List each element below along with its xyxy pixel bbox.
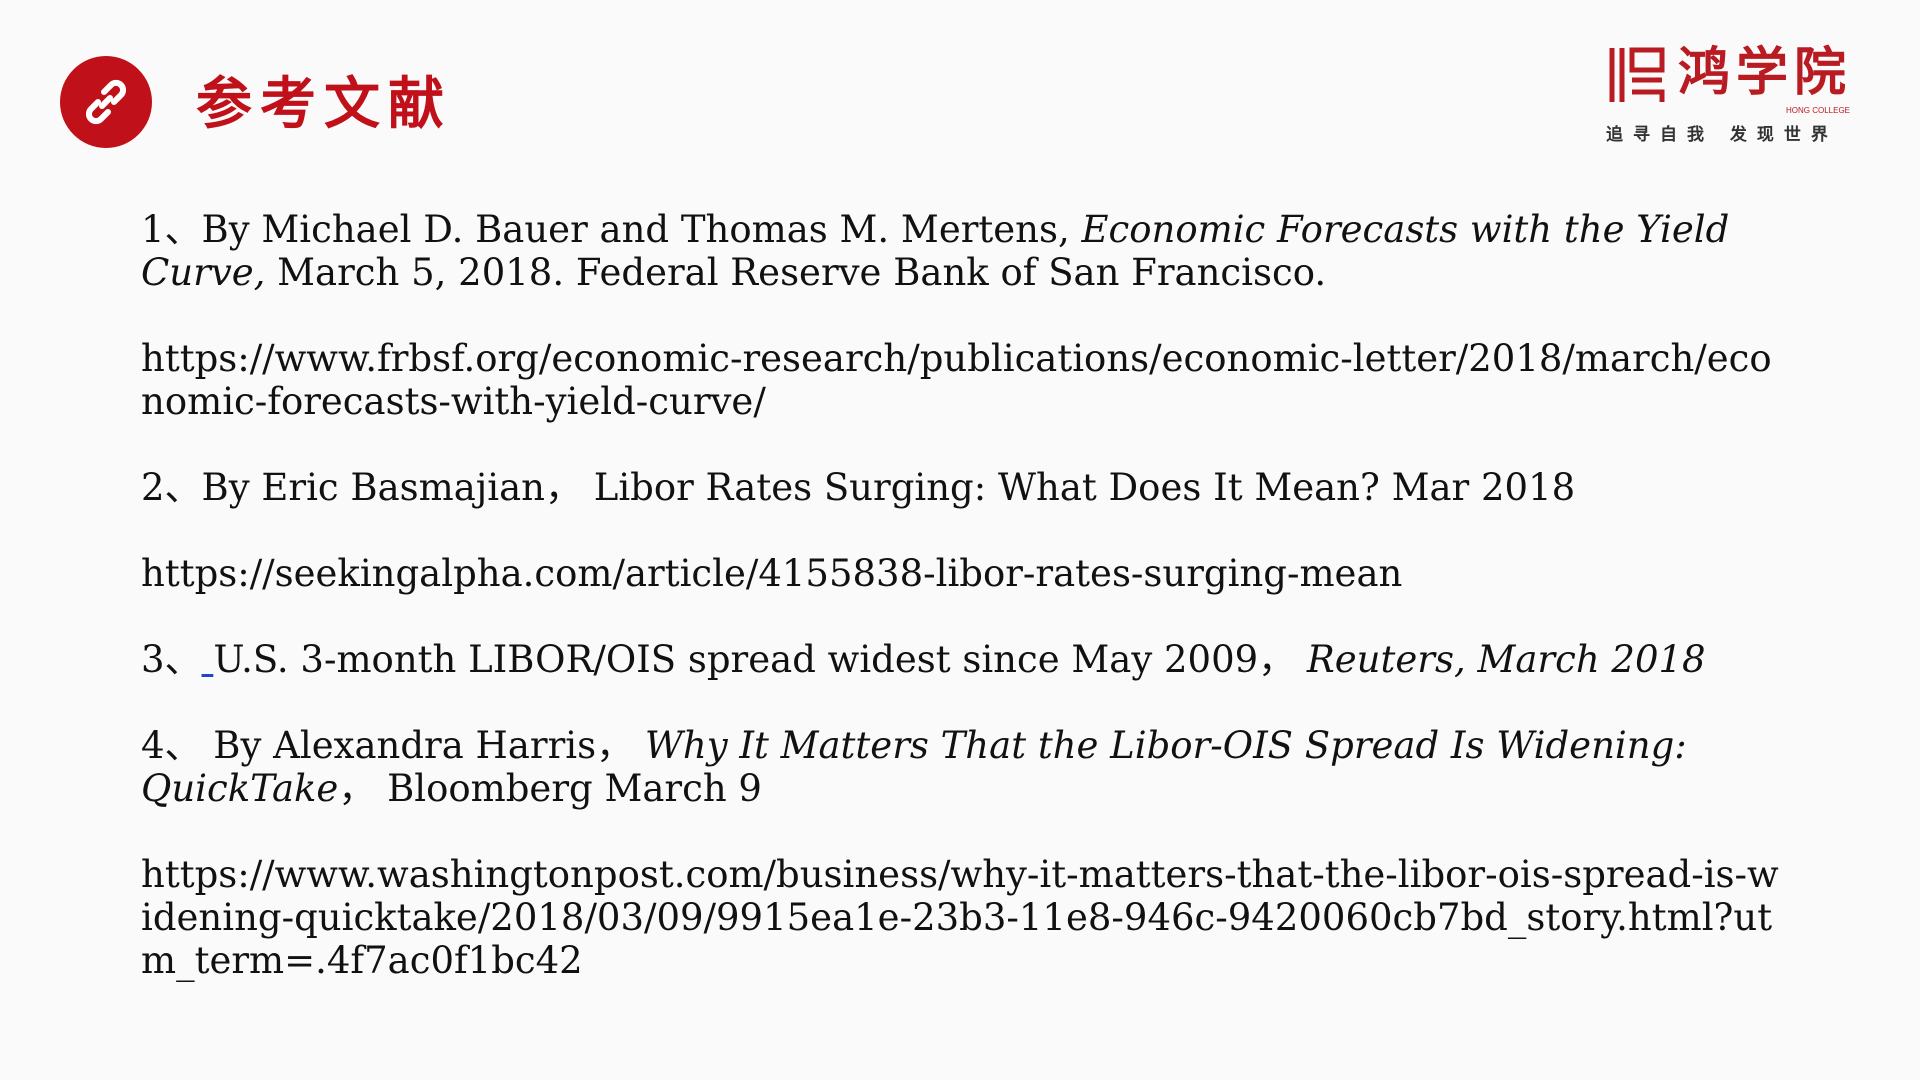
logo-subtitle: HONG COLLEGE — [1786, 106, 1851, 115]
reference-item-1: 1、By Michael D. Bauer and Thomas M. Mert… — [141, 208, 1781, 294]
link-icon — [85, 79, 127, 125]
reference-1-details: March 5, 2018. Federal Reserve Bank of S… — [265, 251, 1327, 294]
logo-slogan: 追寻自我 发现世界 — [1606, 125, 1838, 145]
reference-4-url[interactable]: https://www.washingtonpost.com/business/… — [141, 853, 1779, 982]
reference-4-details: ， Bloomberg March 9 — [338, 767, 762, 810]
reference-3-number: 3、 — [141, 638, 202, 681]
reference-2-url[interactable]: https://seekingalpha.com/article/4155838… — [141, 552, 1403, 595]
reference-1-number: 1、 — [141, 208, 202, 251]
reference-3-source: Reuters, March 2018 — [1306, 638, 1706, 681]
header-icon-circle — [60, 56, 152, 148]
logo: 鸿学院 HONG COLLEGE 追寻自我 发现世界 — [1606, 40, 1886, 146]
reference-3-link[interactable] — [202, 638, 214, 681]
reference-1-title: Economic Forecasts with the Yield Curve, — [141, 208, 1730, 294]
reference-1-url[interactable]: https://www.frbsf.org/economic-research/… — [141, 337, 1772, 423]
reference-4-title: Why It Matters That the Libor-OIS Spread… — [141, 724, 1687, 810]
page-title: 参考文献 — [196, 71, 452, 137]
reference-3-title: U.S. 3-month LIBOR/OIS spread widest sin… — [213, 638, 1296, 681]
reference-item-3: 3、 U.S. 3-month LIBOR/OIS spread widest … — [141, 638, 1781, 681]
logo-name: 鸿学院 — [1678, 42, 1853, 103]
reference-item-2: 2、By Eric Basmajian， Libor Rates Surging… — [141, 466, 1576, 509]
reference-4-authors: 4、 By Alexandra Harris， — [141, 724, 634, 767]
reference-list: 1、By Michael D. Bauer and Thomas M. Mert… — [141, 208, 1781, 1025]
reference-1-authors: By Michael D. Bauer and Thomas M. Merten… — [201, 208, 1082, 251]
logo-mark-icon — [1609, 47, 1665, 102]
reference-item-4: 4、 By Alexandra Harris， Why It Matters T… — [141, 724, 1781, 810]
